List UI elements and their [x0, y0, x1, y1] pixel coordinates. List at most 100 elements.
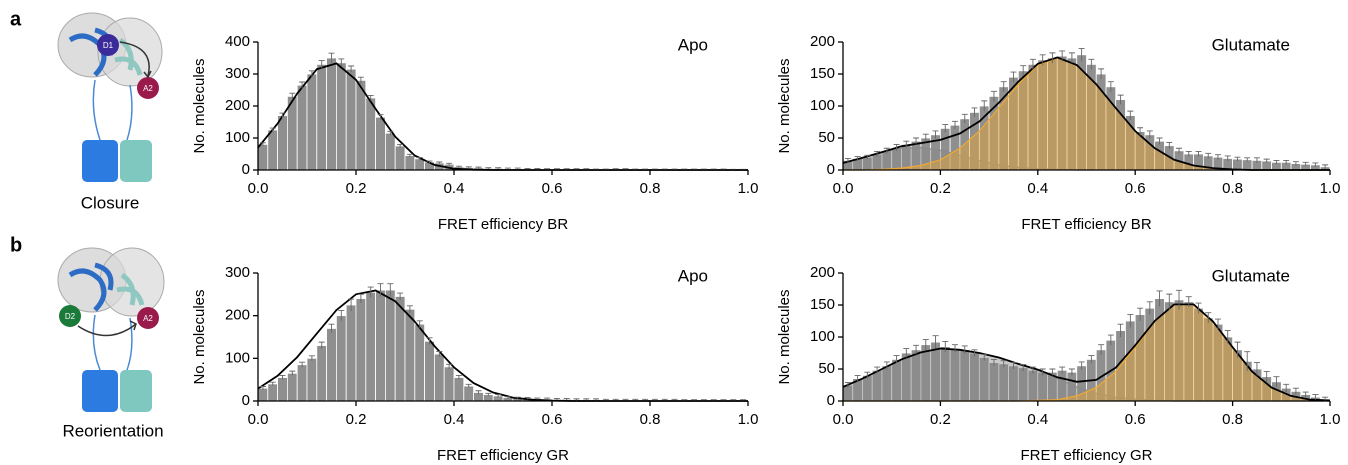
annotation: Glutamate [1212, 35, 1290, 54]
bar [424, 340, 435, 402]
error-bar [1224, 155, 1231, 162]
error-bar [504, 396, 511, 399]
x-tick-label: 1.0 [738, 180, 759, 197]
error-bar [1156, 137, 1163, 145]
error-bar [961, 345, 968, 354]
x-tick-label: 0.6 [542, 180, 563, 197]
error-bar [485, 392, 492, 396]
panel-letter: a [10, 8, 22, 30]
error-bar [544, 397, 551, 400]
error-bar [1195, 150, 1202, 157]
error-bar [504, 167, 511, 170]
error-bar [367, 94, 374, 101]
bar [453, 377, 465, 402]
error-bar [1088, 58, 1095, 70]
error-bar [864, 371, 871, 379]
error-bar [874, 150, 881, 157]
error-bar [1234, 341, 1241, 358]
error-bar [553, 397, 560, 401]
error-bar [1039, 54, 1046, 66]
x-tick-label: 0.2 [930, 411, 951, 428]
bar [375, 116, 386, 171]
error-bar [1039, 368, 1046, 376]
error-bar [377, 283, 384, 297]
error-bar [455, 165, 462, 168]
error-bar [318, 341, 325, 349]
error-bar [534, 397, 541, 400]
error-bar [932, 130, 939, 139]
error-bar [981, 353, 988, 361]
x-axis-label: FRET efficiency BR [438, 216, 568, 233]
error-bar [1273, 376, 1280, 387]
error-bar [1068, 368, 1075, 376]
error-bar [854, 156, 861, 161]
bar [257, 387, 269, 402]
error-bar [1244, 157, 1251, 162]
y-tick-label: 200 [225, 307, 250, 324]
histogram [842, 289, 1331, 402]
x-tick-label: 0.2 [346, 411, 367, 428]
error-bar [1000, 360, 1007, 368]
error-bar [893, 143, 900, 151]
y-tick-label: 100 [225, 129, 250, 146]
y-tick-label: 200 [810, 33, 835, 50]
histogram [257, 52, 748, 171]
error-bar [426, 160, 433, 163]
x-tick-label: 0.2 [930, 180, 951, 197]
error-bar [583, 398, 590, 401]
annotation: Apo [678, 35, 708, 54]
error-bar [279, 374, 286, 380]
x-tick-label: 0.4 [1027, 180, 1048, 197]
bar [306, 73, 318, 171]
bar [384, 132, 396, 171]
error-bar [514, 167, 521, 170]
error-bar [942, 341, 949, 352]
x-tick-label: 0.8 [1222, 411, 1243, 428]
bar [414, 323, 425, 402]
x-tick-label: 0.4 [444, 411, 465, 428]
x-tick-label: 0.0 [833, 411, 854, 428]
error-bar [990, 90, 997, 102]
error-bar [903, 348, 910, 358]
caption: Reorientation [62, 421, 163, 440]
error-bar [1166, 293, 1173, 310]
y-tick-label: 0 [242, 161, 250, 178]
bar [355, 298, 367, 402]
error-bar [436, 351, 443, 357]
error-bar [1302, 391, 1309, 398]
y-tick-label: 0 [827, 161, 835, 178]
error-bar [259, 386, 266, 390]
error-bar [446, 363, 453, 370]
acceptor-dye [137, 77, 159, 99]
caption: Closure [81, 193, 140, 212]
error-bar [377, 114, 384, 120]
y-tick-label: 50 [818, 360, 835, 377]
error-bar [1244, 351, 1251, 371]
error-bar [942, 124, 949, 133]
bar [433, 353, 445, 402]
error-bar [1302, 161, 1309, 167]
bar [286, 372, 298, 402]
error-bar [1166, 142, 1173, 149]
error-bar [1137, 127, 1144, 136]
error-bar [1098, 344, 1105, 355]
error-bar [514, 396, 521, 399]
error-bar [913, 137, 920, 145]
error-bar [436, 161, 443, 164]
error-bar [308, 355, 315, 361]
y-tick-label: 50 [818, 129, 835, 146]
error-bar [1117, 94, 1124, 105]
error-bar [495, 167, 502, 170]
dye-label: A2 [143, 314, 153, 323]
error-bar [397, 292, 404, 300]
y-tick-label: 100 [810, 328, 835, 345]
error-bar [465, 383, 472, 388]
fit-area [843, 304, 1330, 401]
error-bar [1078, 47, 1085, 62]
error-bar [338, 310, 345, 321]
error-bar [475, 390, 482, 395]
error-bar [1107, 81, 1114, 92]
error-bar [279, 112, 286, 119]
error-bar [269, 381, 276, 386]
bar [316, 64, 327, 171]
